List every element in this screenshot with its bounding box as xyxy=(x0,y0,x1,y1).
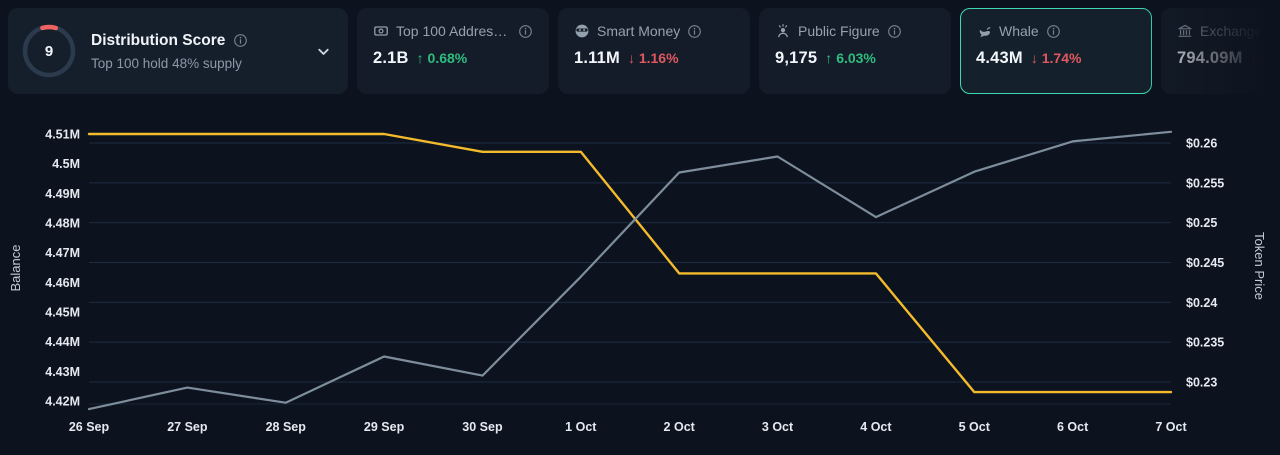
stat-label: Top 100 Addresses xyxy=(396,23,511,39)
chevron-down-icon[interactable] xyxy=(315,43,332,60)
x-axis-tick-label: 1 Oct xyxy=(565,420,597,434)
stat-change: ↓ xyxy=(1250,50,1258,66)
balance-price-chart[interactable]: 4.51M 4.5M 4.49M 4.48M 4.47M 4.46M 4.45M 4.44M 4… xyxy=(0,100,1280,450)
x-axis-tick-label: 27 Sep xyxy=(167,420,208,434)
public-figure-icon xyxy=(775,23,791,39)
left-axis-title: Balance xyxy=(8,245,23,292)
left-axis-tick-label: 4.48M xyxy=(45,217,80,231)
stat-change: ↓ 1.16% xyxy=(627,50,679,66)
left-axis-tick-label: 4.51M xyxy=(45,128,80,142)
x-axis-tick-label: 7 Oct xyxy=(1155,420,1187,434)
left-axis-tick-label: 4.5M xyxy=(52,157,80,171)
info-icon[interactable] xyxy=(518,24,533,39)
right-axis-tick-label: $0.25 xyxy=(1186,216,1217,230)
stat-label: Whale xyxy=(999,23,1039,39)
smart-money-icon xyxy=(574,23,590,39)
stat-card-exchange[interactable]: Exchange 794.09M ↓ xyxy=(1161,8,1280,94)
left-axis-tick-label: 4.47M xyxy=(45,246,80,260)
stat-value: 794.09M xyxy=(1177,49,1243,67)
x-axis-tick-label: 3 Oct xyxy=(762,420,794,434)
token-price-line xyxy=(87,130,1173,411)
distribution-score-subtitle: Top 100 hold 48% supply xyxy=(91,55,242,71)
stat-card-smart-money[interactable]: Smart Money 1.11M ↓ 1.16% xyxy=(558,8,750,94)
right-axis-tick-label: $0.245 xyxy=(1186,256,1224,270)
distribution-score-text: Distribution Score Top 100 hold 48% supp… xyxy=(91,32,307,71)
left-axis-tick-label: 4.49M xyxy=(45,187,80,201)
right-axis-tick-label: $0.24 xyxy=(1186,296,1217,310)
gauge-arc xyxy=(22,24,76,78)
info-icon[interactable] xyxy=(1046,24,1061,39)
stat-label: Smart Money xyxy=(597,23,681,39)
stat-change: ↓ 1.74% xyxy=(1030,50,1082,66)
whale-icon xyxy=(976,23,992,39)
info-icon[interactable] xyxy=(887,24,902,39)
distribution-score-value: 9 xyxy=(44,42,54,60)
right-axis-tick-label: $0.26 xyxy=(1186,137,1217,151)
x-axis-tick-label: 5 Oct xyxy=(959,420,991,434)
distribution-score-gauge: 9 xyxy=(21,23,77,79)
stat-change: ↑ 0.68% xyxy=(416,50,468,66)
banknote-icon xyxy=(373,23,389,39)
x-axis-tick-label: 30 Sep xyxy=(462,420,503,434)
x-axis-tick-label: 2 Oct xyxy=(664,420,696,434)
right-axis-tick-label: $0.235 xyxy=(1186,336,1224,350)
stat-value: 2.1B xyxy=(373,49,409,67)
right-axis-title: Token Price xyxy=(1252,232,1267,300)
left-axis-tick-label: 4.42M xyxy=(45,395,80,409)
stat-label: Exchange xyxy=(1200,23,1263,39)
stat-card-public-figure[interactable]: Public Figure 9,175 ↑ 6.03% xyxy=(759,8,951,94)
stats-card-row: 9 Distribution Score Top 100 hold 48% su… xyxy=(8,8,1280,94)
stat-card-whale[interactable]: Whale 4.43M ↓ 1.74% xyxy=(960,8,1152,94)
x-axis-tick-label: 26 Sep xyxy=(69,420,110,434)
right-axis-tick-label: $0.23 xyxy=(1186,376,1217,390)
left-axis-tick-label: 4.46M xyxy=(45,276,80,290)
gauge-ring xyxy=(22,24,76,78)
info-icon[interactable] xyxy=(687,24,702,39)
stat-card-top-100-addresses[interactable]: Top 100 Addresses 2.1B ↑ 0.68% xyxy=(357,8,549,94)
stat-value: 4.43M xyxy=(976,49,1023,67)
x-axis-tick-label: 4 Oct xyxy=(860,420,892,434)
x-axis-tick-label: 6 Oct xyxy=(1057,420,1089,434)
distribution-score-title: Distribution Score xyxy=(91,31,226,49)
left-axis-tick-label: 4.43M xyxy=(45,365,80,379)
stat-label: Public Figure xyxy=(798,23,880,39)
balance-line xyxy=(87,132,1173,394)
info-icon[interactable] xyxy=(233,33,248,48)
stat-value: 1.11M xyxy=(574,49,620,67)
right-axis-tick-label: $0.255 xyxy=(1186,176,1224,190)
stat-value: 9,175 xyxy=(775,49,818,67)
left-axis-tick-label: 4.45M xyxy=(45,306,80,320)
distribution-score-card[interactable]: 9 Distribution Score Top 100 hold 48% su… xyxy=(8,8,348,94)
chart-canvas: 4.51M 4.5M 4.49M 4.48M 4.47M 4.46M 4.45M 4.44M 4… xyxy=(8,128,1267,435)
x-axis-tick-label: 28 Sep xyxy=(266,420,307,434)
stat-change: ↑ 6.03% xyxy=(825,50,876,66)
left-axis-tick-label: 4.44M xyxy=(45,335,80,349)
bank-icon xyxy=(1177,23,1193,39)
x-axis-tick-label: 29 Sep xyxy=(364,420,405,434)
